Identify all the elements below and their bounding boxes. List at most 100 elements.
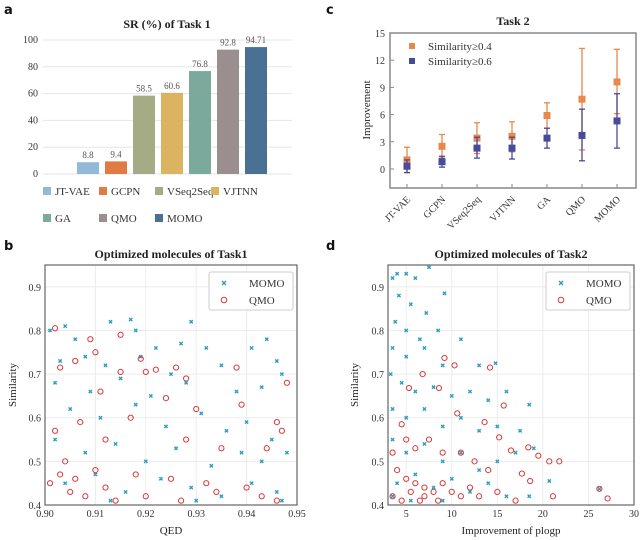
mean-marker [403, 162, 411, 170]
x-tick-label: VJTNN [488, 194, 518, 224]
y-tick-label: 0.9 [29, 283, 42, 294]
qmo-point [183, 375, 190, 382]
momo-point [404, 415, 409, 420]
momo-point [93, 472, 98, 477]
momo-point [63, 481, 68, 486]
momo-point [495, 424, 500, 429]
momo-point [440, 424, 445, 429]
momo-point [133, 402, 138, 407]
x-tick-label: 0.90 [36, 509, 54, 520]
momo-point [547, 478, 552, 484]
momo-point [219, 494, 224, 499]
qmo-point [102, 484, 109, 491]
qmo-point [117, 368, 124, 376]
qmo-point [535, 452, 542, 459]
y-tick-label: 0.8 [29, 326, 42, 337]
momo-point [219, 363, 224, 368]
qmo-point [62, 458, 69, 465]
momo-point [436, 328, 441, 333]
legend-swatch [99, 187, 107, 195]
qmo-point [283, 379, 291, 386]
momo-point [244, 419, 249, 425]
momo-point [204, 345, 209, 351]
qmo-point [203, 480, 210, 487]
bar-chart-title: SR (%) of Task 1 [123, 17, 210, 31]
legend-label: MOMO [586, 278, 622, 290]
legend-swatch [43, 214, 51, 222]
legend-label: GCPN [111, 186, 140, 198]
errorbar-chart-title: Task 2 [496, 14, 529, 28]
data-label: 58.5 [136, 84, 152, 94]
momo-point [408, 498, 413, 503]
momo-point [274, 489, 279, 495]
momo-point [264, 337, 269, 342]
y-tick-label: 0.7 [372, 370, 385, 381]
x-tick-label: 0.93 [187, 509, 205, 520]
y-tick-label: 0.8 [372, 326, 385, 337]
qmo-point [278, 427, 285, 434]
legend-swatch [155, 214, 163, 222]
qmo-point [421, 484, 428, 491]
y-tick-label: 15 [375, 29, 385, 40]
momo-point [390, 494, 395, 499]
legend-label: VJTNN [223, 186, 258, 198]
x-tick-label: 20 [538, 509, 548, 520]
x-tick-label: 5 [404, 509, 409, 520]
panel-label-d: d [326, 239, 335, 254]
momo-point [52, 380, 58, 385]
qmo-point [72, 475, 79, 482]
qmo-point [471, 458, 478, 465]
scatter-task2-title: Optimized molecules of Task2 [434, 247, 587, 261]
plot-frame [387, 264, 635, 506]
scatter-task1-title: Optimized molecules of Task1 [94, 247, 247, 261]
mean-marker [613, 78, 621, 86]
qmo-point [172, 364, 180, 371]
momo-point [58, 358, 63, 364]
legend-label: Similarity≥0.4 [428, 41, 492, 53]
legend-swatch [99, 214, 107, 222]
legend-marker [221, 280, 227, 286]
qmo-point [435, 497, 442, 504]
qmo-point [67, 488, 74, 496]
qmo-point [457, 493, 464, 500]
momo-point [486, 481, 491, 486]
qmo-point [604, 495, 611, 502]
momo-point [249, 345, 254, 351]
y-tick-label: 100 [23, 35, 38, 46]
qmo-point [485, 466, 492, 474]
momo-point [467, 389, 473, 394]
qmo-point [466, 484, 474, 491]
x-tick-label: 0.92 [137, 509, 155, 520]
momo-point [442, 291, 447, 296]
momo-point [239, 450, 244, 455]
plot-frame [44, 264, 298, 506]
qmo-point [132, 471, 139, 478]
qmo-point [82, 493, 89, 500]
bar-vseq2seq [133, 95, 155, 174]
momo-point [426, 265, 432, 270]
mean-marker [613, 117, 621, 125]
momo-point [467, 489, 473, 495]
qmo-point [421, 493, 428, 500]
mean-marker [543, 111, 551, 119]
momo-point [83, 450, 88, 455]
qmo-point [441, 354, 448, 362]
momo-point [527, 402, 532, 407]
momo-point [153, 345, 158, 351]
momo-point [513, 450, 518, 455]
qmo-point [167, 475, 175, 482]
momo-point [83, 354, 88, 359]
scatter-task1-xlabel: QED [160, 525, 183, 537]
legend-label: Similarity≥0.6 [428, 56, 492, 68]
qmo-point [518, 470, 526, 477]
y-tick-label: 60 [28, 89, 38, 100]
qmo-point [412, 480, 419, 487]
y-tick-label: 3 [380, 138, 385, 149]
momo-point [284, 450, 290, 455]
momo-point [449, 476, 454, 481]
y-tick-label: 40 [28, 115, 38, 126]
momo-point [388, 371, 393, 377]
x-tick-label: VSeq2Seq [445, 194, 483, 232]
x-tick-label: 10 [447, 509, 457, 520]
